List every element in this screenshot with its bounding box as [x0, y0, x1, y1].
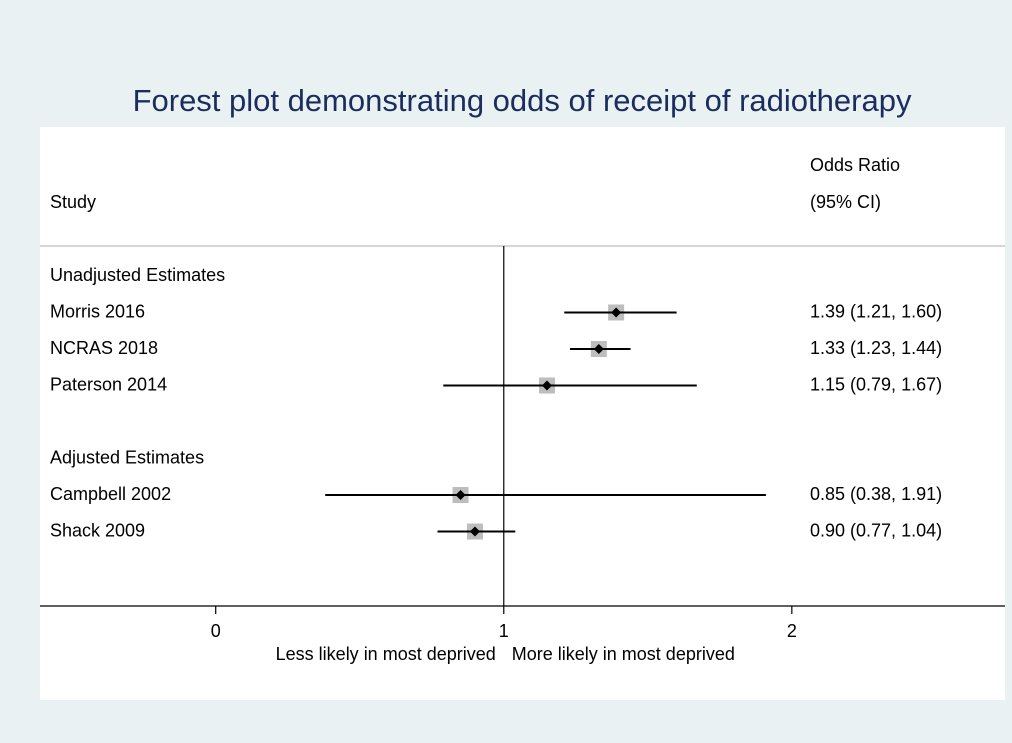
- point-estimate: [469, 526, 480, 537]
- point-estimate: [611, 307, 622, 318]
- study-header: Study: [50, 192, 96, 212]
- x-tick-label: 2: [787, 621, 797, 641]
- point-estimate: [541, 380, 552, 391]
- estimate-header: Odds Ratio: [810, 155, 900, 175]
- x-axis-label: Less likely in most deprived: [276, 644, 496, 664]
- group-label: Adjusted Estimates: [50, 447, 204, 467]
- point-estimate: [593, 344, 604, 354]
- x-axis-label: More likely in most deprived: [512, 644, 735, 664]
- point-estimate: [455, 490, 466, 500]
- x-tick-label: 1: [499, 621, 509, 641]
- x-tick-label: 0: [211, 621, 221, 641]
- value-label: 1.15 (0.79, 1.67): [810, 374, 942, 394]
- group-label: Unadjusted Estimates: [50, 265, 225, 285]
- study-label: Paterson 2014: [50, 374, 167, 394]
- study-label: Shack 2009: [50, 520, 145, 540]
- value-label: 0.90 (0.77, 1.04): [810, 520, 942, 540]
- estimate-header: (95% CI): [810, 192, 881, 212]
- study-label: NCRAS 2018: [50, 338, 158, 358]
- value-label: 1.33 (1.23, 1.44): [810, 338, 942, 358]
- plot-panel: [40, 127, 1005, 700]
- value-label: 1.39 (1.21, 1.60): [810, 301, 942, 321]
- chart-title: Forest plot demonstrating odds of receip…: [133, 83, 912, 118]
- study-label: Campbell 2002: [50, 484, 171, 504]
- value-label: 0.85 (0.38, 1.91): [810, 484, 942, 504]
- study-label: Morris 2016: [50, 301, 145, 321]
